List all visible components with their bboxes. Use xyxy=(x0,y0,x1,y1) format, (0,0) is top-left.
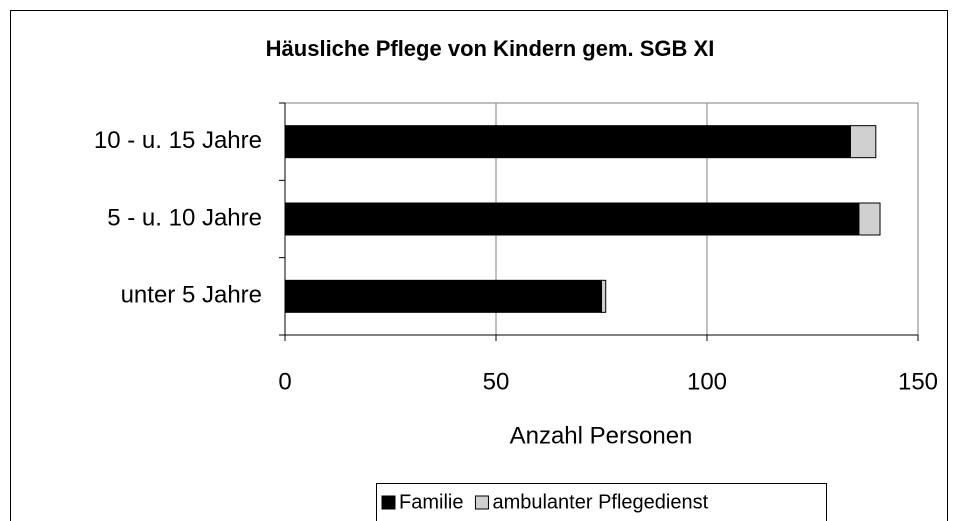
x-tick-label: 50 xyxy=(483,368,510,395)
x-tick-label: 150 xyxy=(898,368,938,395)
bar-segment xyxy=(858,202,881,236)
chart-title: Häusliche Pflege von Kindern gem. SGB XI xyxy=(266,36,715,61)
y-tick-label: unter 5 Jahre xyxy=(121,282,262,309)
y-tick-label: 10 - u. 15 Jahre xyxy=(94,127,262,154)
bar-segment xyxy=(849,125,877,159)
x-axis-title: Anzahl Personen xyxy=(510,422,693,449)
bar-segment xyxy=(284,279,602,313)
legend-box xyxy=(376,483,827,521)
y-tick-label: 5 - u. 10 Jahre xyxy=(107,204,262,231)
bar-segment xyxy=(601,279,607,313)
legend-label: ambulanter Pflegedienst xyxy=(492,491,708,513)
x-tick-label: 100 xyxy=(687,368,727,395)
legend-swatch xyxy=(474,495,489,510)
legend-label: Familie xyxy=(399,491,463,513)
x-tick-label: 0 xyxy=(278,368,291,395)
bar-segment xyxy=(284,125,851,159)
legend-swatch xyxy=(381,495,396,510)
bar-segment xyxy=(284,202,860,236)
